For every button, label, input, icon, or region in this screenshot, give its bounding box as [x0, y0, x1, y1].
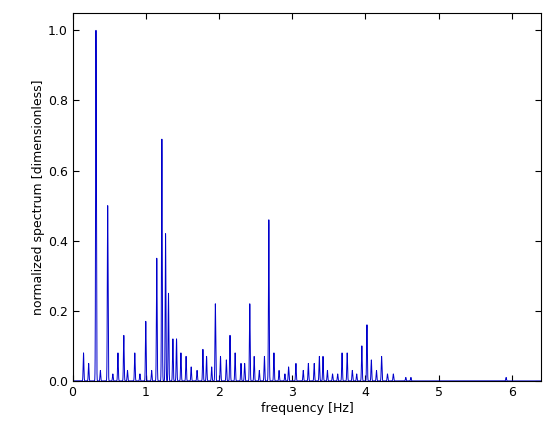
X-axis label: frequency [Hz]: frequency [Hz] — [261, 401, 353, 415]
Y-axis label: normalized spectrum [dimensionless]: normalized spectrum [dimensionless] — [32, 79, 45, 315]
